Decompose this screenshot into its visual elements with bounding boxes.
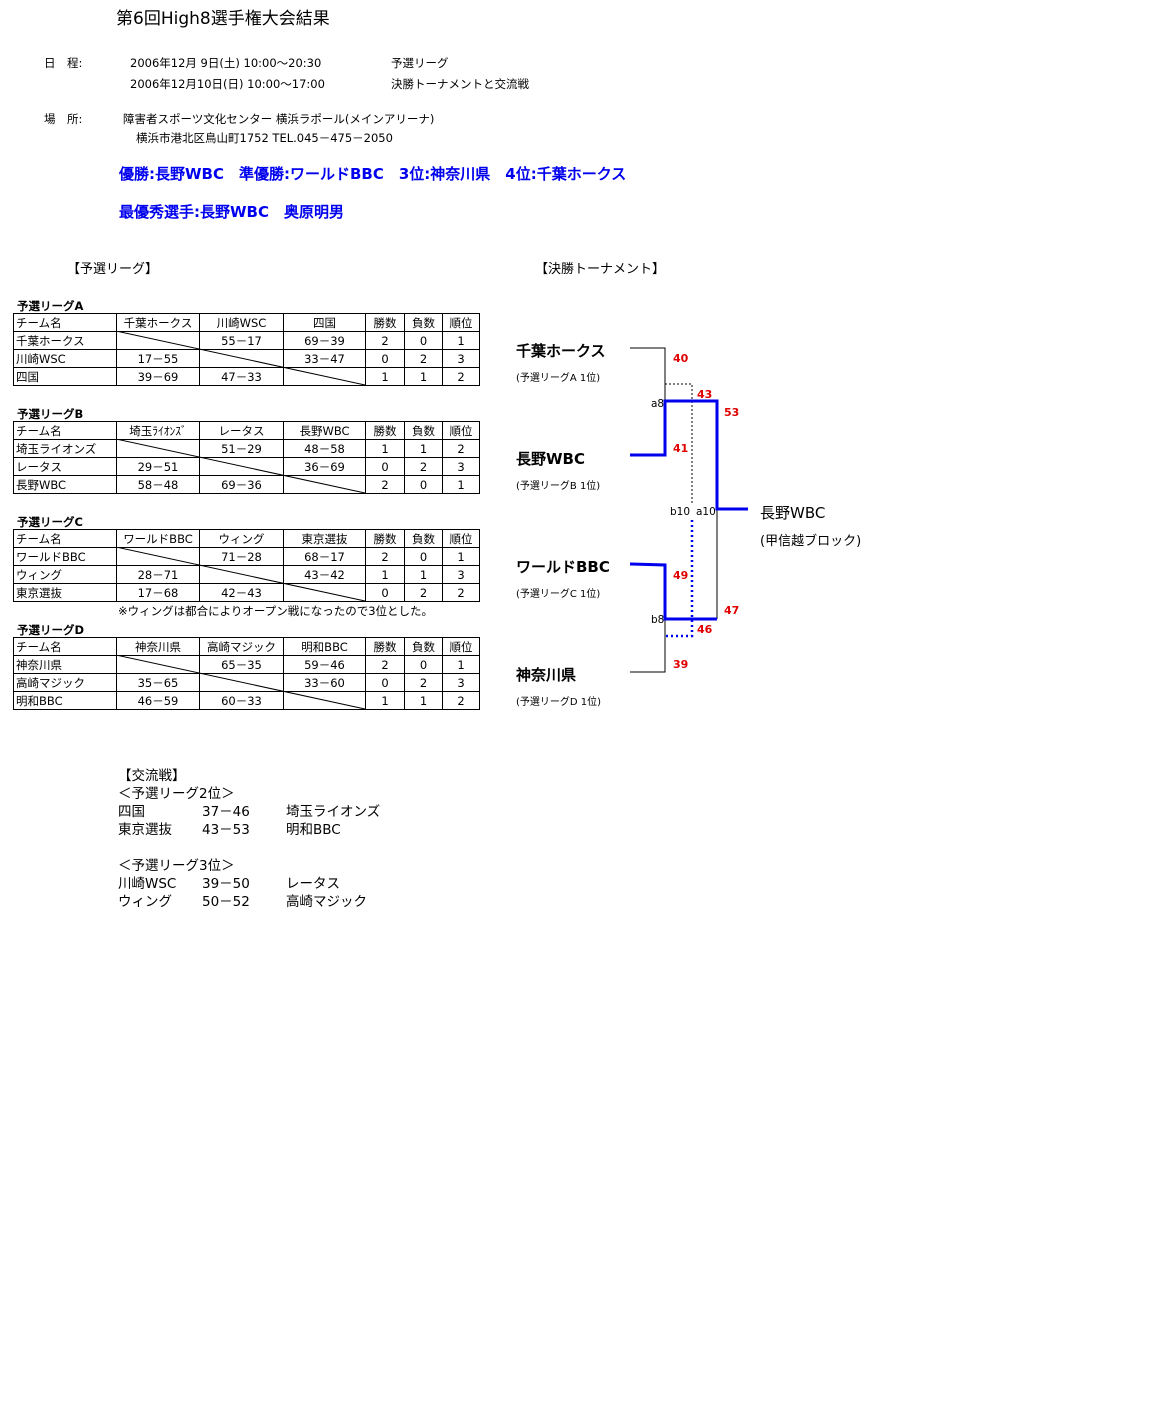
team-name-cell: 長野WBC — [13, 475, 117, 494]
league-heading: 【予選リーグ】 — [67, 262, 159, 277]
venue-label: 場 所: — [44, 112, 83, 126]
exchange-team: 高崎マジック — [286, 894, 367, 910]
schedule-date-1: 2006年12月 9日(土) 10:00～20:30 — [130, 56, 322, 70]
exchange-team: レータス — [286, 876, 340, 892]
bracket-line-chiba — [630, 347, 666, 401]
exchange-group-3-title: ＜予選リーグ3位＞ — [118, 858, 235, 874]
score-chiba-3rd: 43 — [697, 388, 712, 401]
venue-address: 横浜市港北区鳥山町1752 TEL.045－475－2050 — [136, 131, 393, 145]
exchange-team: 埼玉ライオンズ — [286, 804, 381, 820]
exchange-team: 川崎WSC — [118, 876, 177, 892]
schedule-event-1: 予選リーグ — [391, 56, 449, 70]
results-summary: 優勝:長野WBC 準優勝:ワールドBBC 3位:神奈川県 4位:千葉ホークス — [119, 165, 627, 183]
bracket-team-world: ワールドBBC — [516, 558, 610, 576]
bracket-winner-sub: (甲信越ブロック) — [760, 534, 862, 549]
bracket-line-nagano — [630, 399, 748, 511]
exchange-group-2-title: ＜予選リーグ2位＞ — [118, 786, 235, 802]
team-name-cell: レータス — [13, 457, 117, 476]
table-cell: 2 — [442, 583, 480, 602]
column-header: レータス — [199, 421, 284, 440]
exchange-heading: 【交流戦】 — [118, 768, 186, 784]
score-nagano-final: 53 — [724, 406, 739, 419]
bracket-line-kanagawa — [630, 619, 666, 673]
table-cell: 2 — [442, 691, 480, 710]
table-cell: 2 — [442, 367, 480, 386]
team-name-cell: ワールドBBC — [13, 547, 117, 566]
exchange-team: 明和BBC — [286, 822, 341, 838]
match-label-a8: a8 — [651, 398, 664, 410]
team-name-cell: 千葉ホークス — [13, 331, 117, 350]
tournament-heading: 【決勝トーナメント】 — [535, 262, 666, 277]
column-header: 勝数 — [365, 313, 405, 332]
bracket-line-world — [629, 562, 717, 621]
exchange-team: ウィング — [118, 894, 172, 910]
table-cell: 1 — [442, 475, 480, 494]
team-name-cell: 明和BBC — [13, 691, 117, 710]
bracket-team-nagano-sub: (予選リーグB 1位) — [516, 481, 601, 492]
league-c-title: 予選リーグC — [17, 515, 83, 529]
exchange-score: 37－46 — [202, 804, 250, 820]
score-chiba-sf: 40 — [673, 352, 689, 365]
bracket-team-kanagawa-sub: (予選リーグD 1位) — [516, 697, 602, 708]
league-b-title: 予選リーグB — [17, 407, 84, 421]
table-cell: 0 — [365, 583, 405, 602]
schedule-label: 日 程: — [44, 56, 83, 70]
bracket-line-3rd-dotted — [665, 383, 693, 505]
exchange-score: 39－50 — [202, 876, 250, 892]
table-header-row: チーム名 神奈川県 高崎マジック 明和BBC 勝数 負数 順位 — [13, 637, 480, 656]
bracket-winner: 長野WBC — [760, 504, 826, 522]
bracket-team-world-sub: (予選リーグC 1位) — [516, 589, 601, 600]
match-label-b10: b10 — [670, 506, 690, 518]
bracket-team-nagano: 長野WBC — [516, 450, 585, 468]
column-header: 勝数 — [365, 421, 405, 440]
table-cell: 1 — [404, 691, 443, 710]
bracket-line-3rd-winner — [665, 520, 694, 638]
table-cell: 2 — [365, 475, 405, 494]
column-header: 順位 — [442, 529, 480, 548]
page-title: 第6回High8選手権大会結果 — [116, 9, 330, 29]
team-name-cell: 四国 — [13, 367, 117, 386]
league-d-title: 予選リーグD — [17, 623, 85, 637]
mvp: 最優秀選手:長野WBC 奥原明男 — [119, 203, 344, 221]
league-a-title: 予選リーグA — [17, 299, 84, 313]
match-label-b8: b8 — [651, 614, 664, 626]
exchange-team: 四国 — [118, 804, 145, 820]
schedule-event-2: 決勝トーナメントと交流戦 — [391, 77, 529, 91]
score-kanagawa-3rd: 46 — [697, 623, 713, 636]
score-world-sf: 49 — [673, 569, 688, 582]
table-header-row: チーム名 ワールドBBC ウィング 東京選抜 勝数 負数 順位 — [13, 529, 480, 548]
exchange-score: 50－52 — [202, 894, 250, 910]
bracket-team-kanagawa: 神奈川県 — [516, 666, 577, 684]
bracket-team-chiba-sub: (予選リーグA 1位) — [516, 373, 601, 384]
league-c-note: ※ウィングは都合によりオープン戦になったので3位とした。 — [118, 604, 434, 618]
column-header: チーム名 — [13, 637, 117, 656]
bracket-team-chiba: 千葉ホークス — [516, 342, 606, 360]
team-name-cell: 神奈川県 — [13, 655, 117, 674]
match-label-a10: a10 — [696, 506, 716, 518]
column-header: ワールドBBC — [116, 529, 200, 548]
score-world-final: 47 — [724, 604, 739, 617]
schedule-date-2: 2006年12月10日(日) 10:00～17:00 — [130, 77, 325, 91]
column-header: ウィング — [199, 529, 284, 548]
exchange-team: 東京選抜 — [118, 822, 172, 838]
venue-name: 障害者スポーツ文化センター 横浜ラポール(メインアリーナ) — [123, 112, 435, 126]
table-cell: 0 — [404, 475, 443, 494]
table-header-row: チーム名 埼玉ﾗｲｵﾝｽﾞ レータス 長野WBC 勝数 負数 順位 — [13, 421, 480, 440]
exchange-score: 43－53 — [202, 822, 250, 838]
score-nagano-sf: 41 — [673, 442, 688, 455]
score-kanagawa-sf: 39 — [673, 658, 688, 671]
